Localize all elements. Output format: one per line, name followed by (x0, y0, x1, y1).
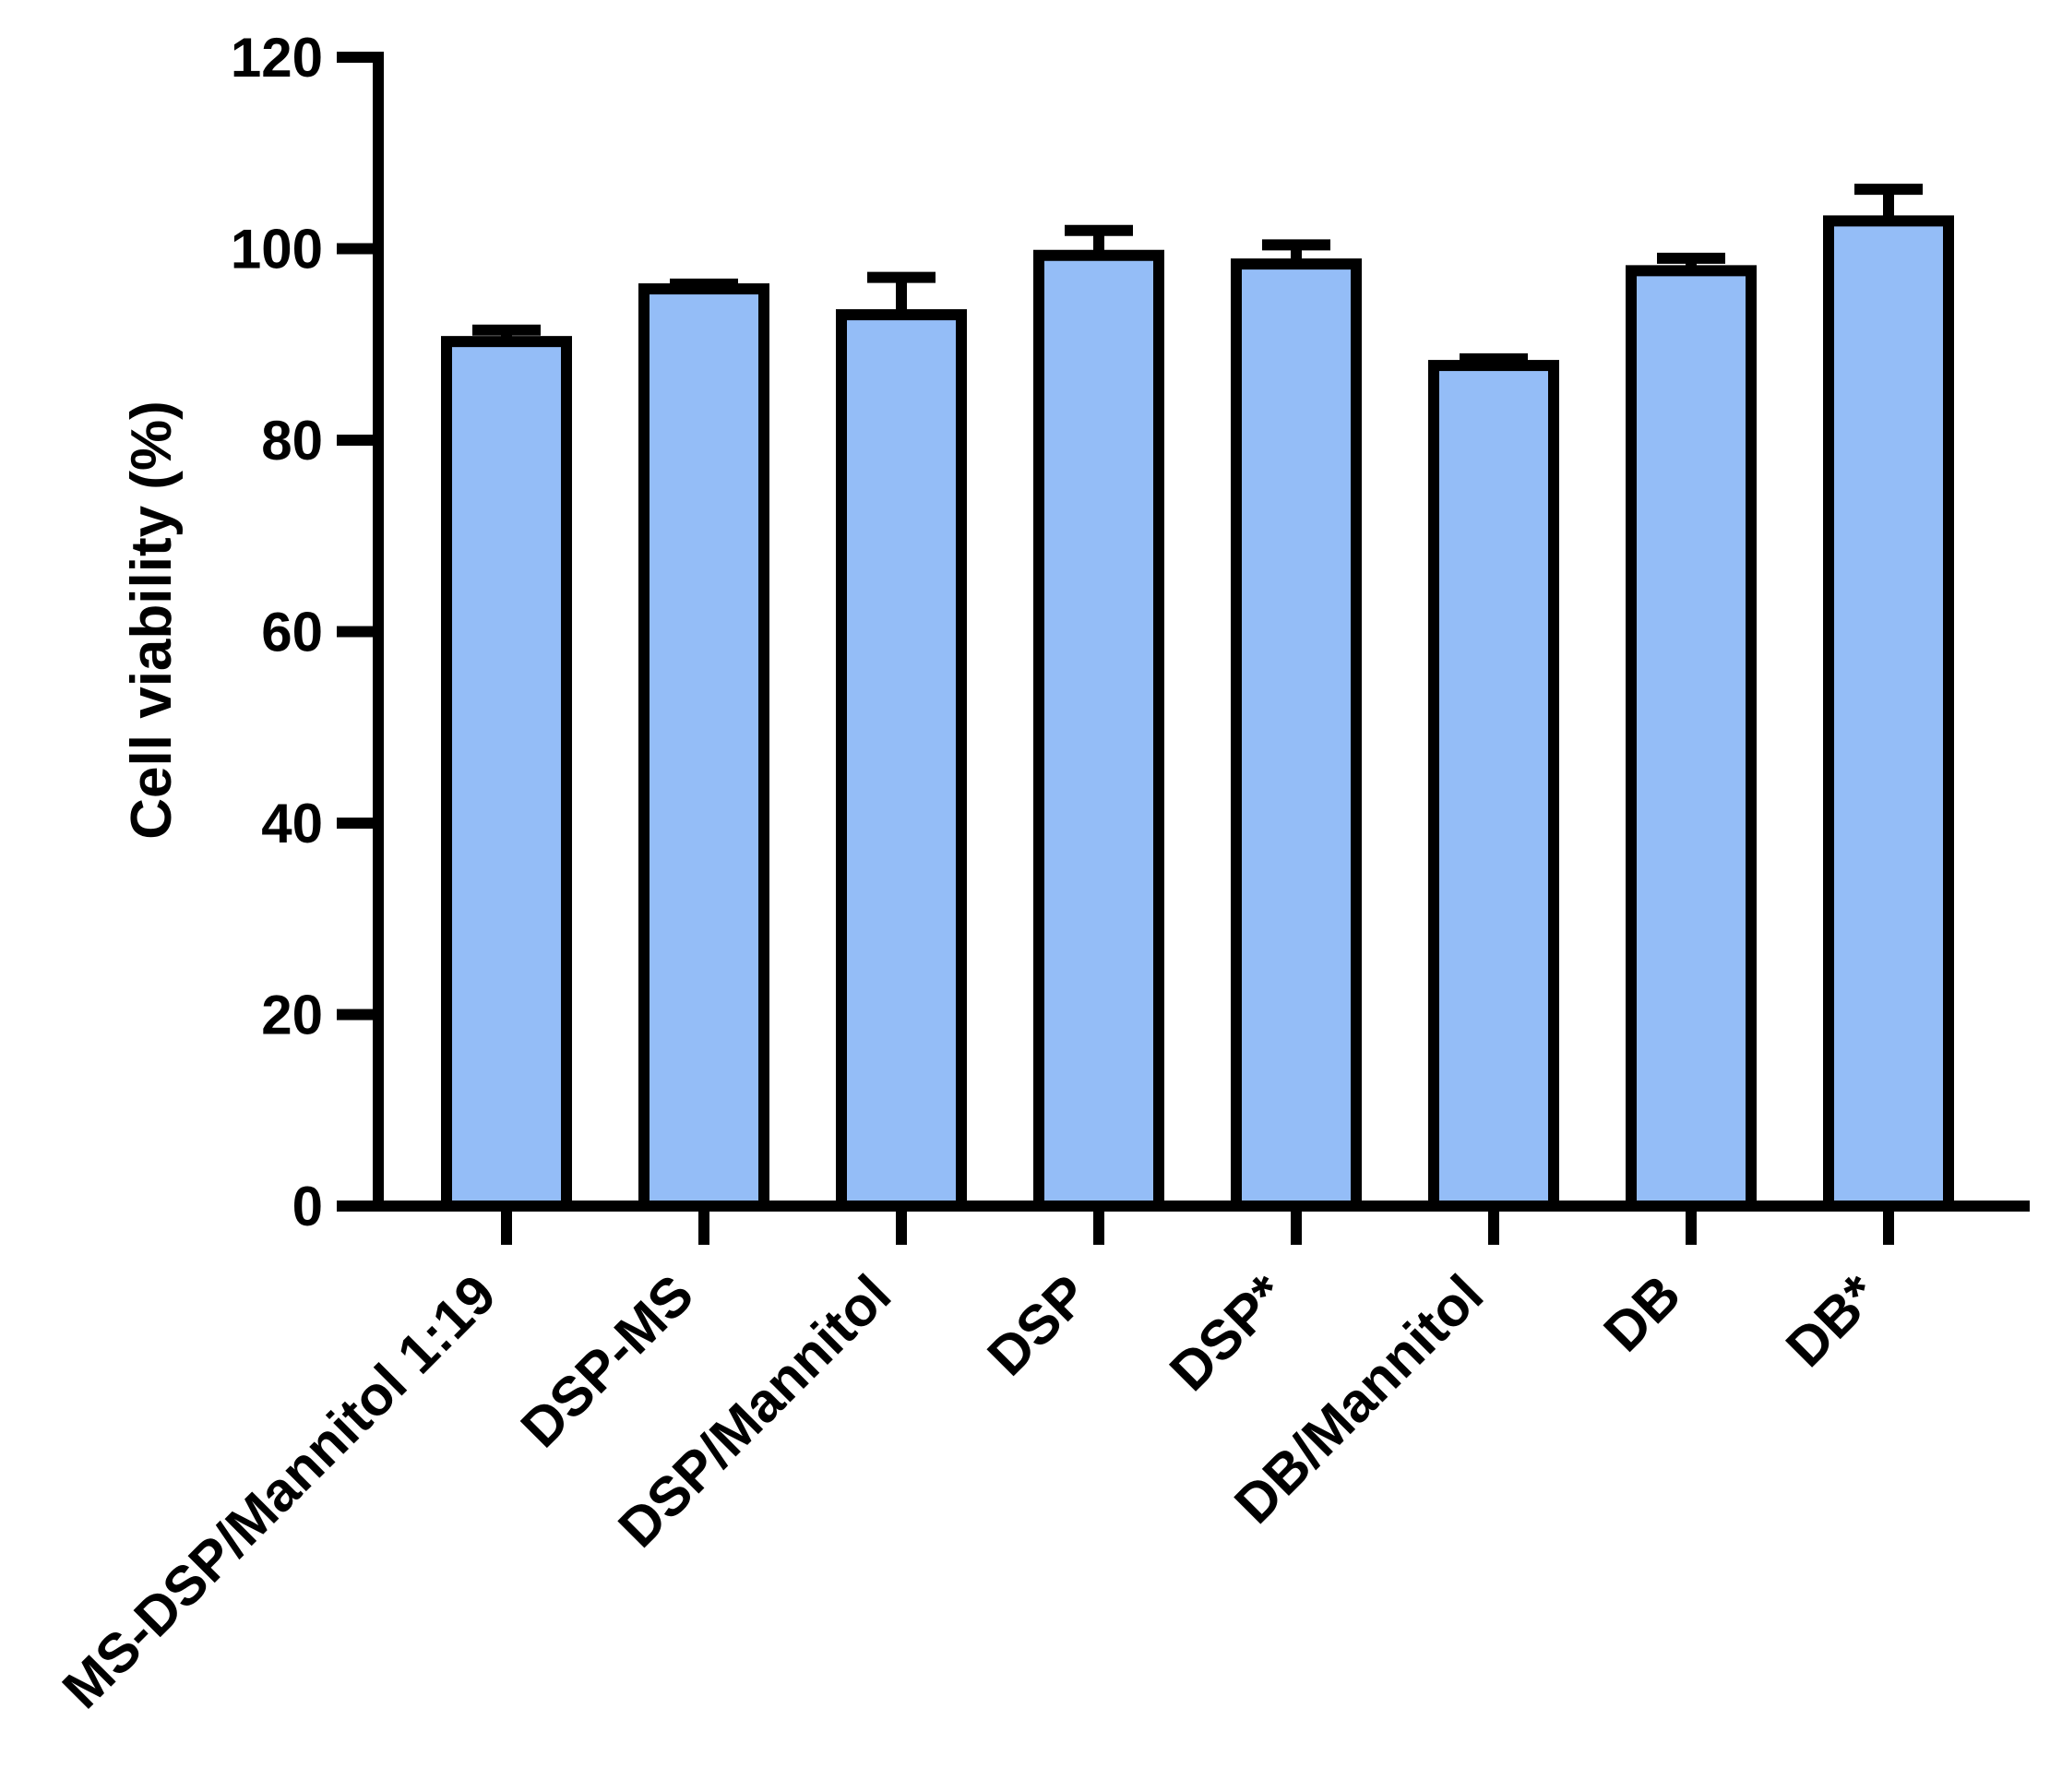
x-tick-label: DSP* (1158, 1262, 1298, 1403)
bar (1626, 265, 1757, 1212)
y-tick-label: 20 (261, 985, 323, 1046)
bar (836, 309, 967, 1212)
bar (1428, 360, 1559, 1212)
y-tick-label: 120 (231, 27, 323, 89)
y-tick-label: 40 (261, 793, 323, 854)
y-axis-title: Cell viability (%) (120, 400, 184, 839)
bar (638, 283, 769, 1212)
error-bars (472, 184, 1923, 366)
x-tick-label: DSP-MS (509, 1263, 705, 1459)
x-tick-label: DSP (976, 1263, 1101, 1388)
x-tick-label: DB* (1774, 1262, 1890, 1379)
x-tick-label: DB (1592, 1263, 1693, 1364)
bars (441, 215, 1954, 1213)
y-axis: 0 20 40 60 80 100 120 (231, 27, 384, 1237)
y-tick-label: 100 (231, 219, 323, 281)
y-tick-label: 80 (261, 410, 323, 472)
bar (1823, 215, 1954, 1213)
y-tick-label: 60 (261, 602, 323, 663)
bar (1033, 249, 1164, 1213)
x-tick-label: MS-DSP/Mannitol 1:19 (51, 1263, 507, 1720)
bar (441, 336, 572, 1212)
y-tick-label: 0 (292, 1176, 323, 1237)
bar (1231, 258, 1362, 1213)
